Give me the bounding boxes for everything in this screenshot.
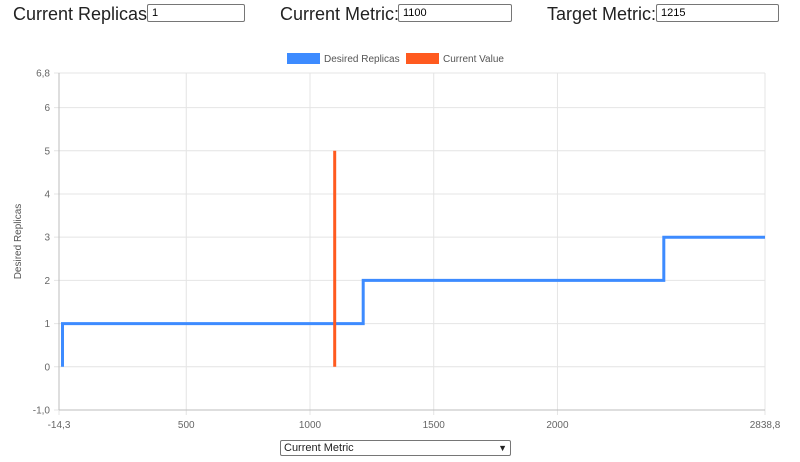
y-tick-label: 3 [44, 233, 50, 244]
x-tick-label: 2838,8 [750, 420, 781, 431]
y-tick-label: 5 [44, 146, 50, 157]
y-tick-label: 0 [44, 362, 50, 373]
y-tick-label: 2 [44, 276, 50, 287]
legend-swatch-current-value [406, 53, 439, 64]
x-tick-label: 1000 [299, 420, 322, 431]
current-metric-input[interactable] [398, 4, 512, 22]
x-axis-select-value: Current Metric [284, 442, 354, 454]
y-tick-label: 1 [44, 319, 50, 330]
y-tick-label: 4 [44, 189, 50, 200]
y-tick-label: 6 [44, 103, 50, 114]
current-metric-label: Current Metric: [280, 4, 400, 24]
current-replicas-input[interactable] [147, 4, 245, 22]
legend-label-current-value: Current Value [443, 54, 504, 65]
legend-swatch-desired-replicas [287, 53, 320, 64]
chevron-down-icon: ▼ [498, 443, 507, 453]
replicas-chart: -14,3 500 1000 1500 2000 2838,8 -1,0 0 1 2 3 4 5 6 6,8… [13, 53, 781, 431]
x-tick-label: 500 [178, 420, 195, 431]
x-tick-label: -14,3 [48, 420, 71, 431]
x-axis-select[interactable]: Current Metric ▼ [280, 440, 511, 456]
x-tick-label: 1500 [423, 420, 446, 431]
target-metric-label: Target Metric: [547, 4, 657, 24]
target-metric-input[interactable] [656, 4, 779, 22]
current-replicas-label: Current Replicas: [13, 4, 153, 24]
x-tick-label: 2000 [546, 420, 569, 431]
legend-label-desired-replicas: Desired Replicas [324, 54, 400, 65]
y-axis-title: Desired Replicas [13, 204, 24, 280]
y-tick-label: -1,0 [33, 406, 51, 417]
series-line-desired-replicas [61, 235, 765, 367]
y-tick-label: 6,8 [36, 69, 50, 80]
